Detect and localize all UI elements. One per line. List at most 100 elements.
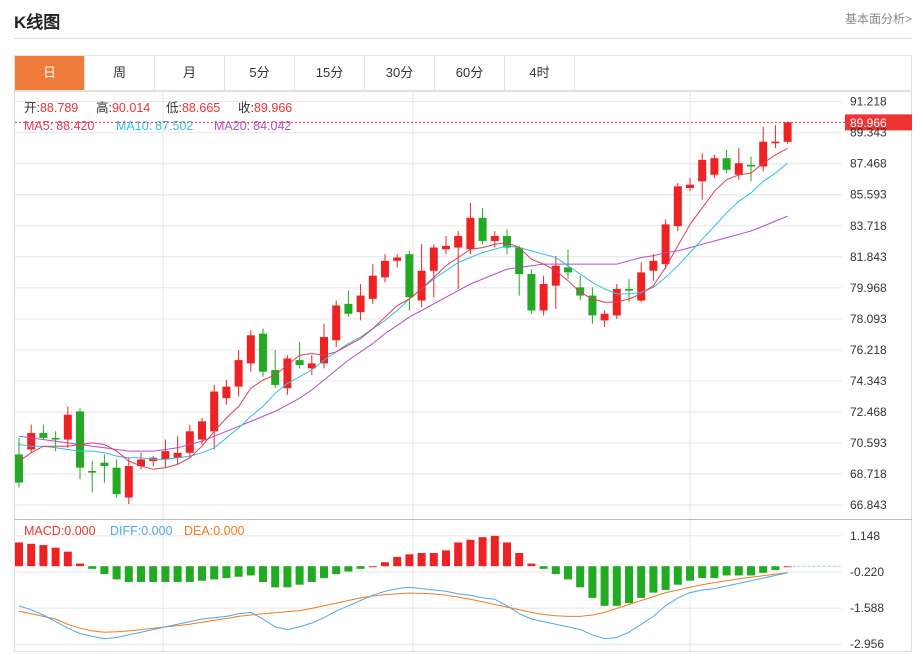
y-tick-label: 78.093 <box>850 312 887 326</box>
candle-body <box>759 141 768 167</box>
macd-tick-label: -0.220 <box>850 565 884 579</box>
macd-bar <box>393 556 402 567</box>
candle-body <box>527 274 536 311</box>
macd-bar <box>332 566 341 575</box>
macd-bar <box>405 554 414 567</box>
candle-body <box>100 462 109 467</box>
svg-text:MA5:88.420: MA5: 88.420 <box>24 119 94 133</box>
candle-body <box>661 224 670 265</box>
candle-body <box>600 313 609 321</box>
macd-bar <box>600 566 609 606</box>
macd-bar <box>124 566 133 583</box>
tab-15min[interactable]: 15分 <box>295 56 365 90</box>
low-value: 88.665 <box>182 101 220 115</box>
y-tick-label: 81.843 <box>850 250 887 264</box>
candle-body <box>332 305 341 341</box>
tab-60min[interactable]: 60分 <box>435 56 505 90</box>
close-label: 收: <box>238 101 254 115</box>
candle-body <box>198 421 206 440</box>
y-tick-label: 74.343 <box>850 374 887 388</box>
tab-month[interactable]: 月 <box>155 56 225 90</box>
candle-body <box>76 411 84 468</box>
candle-body <box>88 471 97 473</box>
candle-body <box>295 360 304 366</box>
dea-line <box>18 572 788 633</box>
last-price-label: 89.966 <box>850 116 887 130</box>
macd-bar <box>15 542 23 567</box>
svg-text:MA20:84.042: MA20: 84.042 <box>214 119 291 133</box>
macd-bar <box>734 566 743 576</box>
macd-bar <box>564 566 572 580</box>
macd-bar <box>320 566 328 579</box>
candle-body <box>564 267 572 273</box>
macd-bar <box>344 566 353 572</box>
candle-body <box>259 333 267 372</box>
macd-legend: MACD:0.000 DIFF:0.000 DEA:0.000 <box>24 524 245 538</box>
macd-bar <box>161 566 170 583</box>
diff-label: DIFF: <box>110 524 141 538</box>
tab-4hour[interactable]: 4时 <box>505 56 575 90</box>
macd-bar <box>198 566 206 581</box>
tab-week[interactable]: 周 <box>85 56 155 90</box>
candle-body <box>356 295 365 313</box>
candle-body <box>405 254 414 298</box>
candle-body <box>368 275 377 299</box>
macd-bar <box>759 566 768 573</box>
candle-body <box>466 217 475 250</box>
macd-tick-label: -1.588 <box>850 601 884 615</box>
y-tick-label: 79.968 <box>850 281 887 295</box>
page-title: K线图 <box>14 13 61 32</box>
candle-body <box>637 272 646 301</box>
macd-tick-label: -2.956 <box>850 637 884 651</box>
high-value: 90.014 <box>112 101 150 115</box>
candle-body <box>210 391 219 432</box>
candle-body <box>124 466 133 498</box>
macd-bar <box>173 566 182 583</box>
candle-body <box>51 437 60 440</box>
macd-bar <box>771 566 780 571</box>
macd-bar <box>625 566 633 604</box>
macd-bar <box>137 566 145 583</box>
high-label: 高: <box>96 100 112 115</box>
candle-body <box>320 336 328 364</box>
candle-body <box>649 260 658 271</box>
tab-day[interactable]: 日 <box>15 56 85 90</box>
price-axis: 91.218 89.343 87.468 85.593 83.718 81.843 79.9… <box>850 95 887 512</box>
candles-layer <box>15 121 792 505</box>
svg-text:MACD:0.000: MACD:0.000 <box>24 524 96 538</box>
tab-30min[interactable]: 30分 <box>365 56 435 90</box>
macd-bar <box>722 566 731 576</box>
macd-bar <box>283 566 292 588</box>
low-label: 低: <box>166 101 182 115</box>
ma20-line <box>18 215 788 452</box>
y-tick-label: 70.593 <box>850 436 887 450</box>
fundamental-analysis-link[interactable]: 基本面分析> <box>844 12 912 26</box>
macd-bar <box>747 566 755 576</box>
y-tick-label: 83.718 <box>850 219 887 233</box>
svg-text:DEA:0.000: DEA:0.000 <box>184 524 245 538</box>
chart-frame <box>14 91 912 652</box>
ma5-label: MA5: <box>24 119 53 133</box>
svg-text:高:90.014: 高:90.014 <box>96 100 150 115</box>
ma20-value: 84.042 <box>253 119 291 133</box>
macd-bar <box>576 566 585 588</box>
ma-legend: MA5: 88.420 MA10: 87.502 MA20: 84.042 <box>24 119 291 133</box>
macd-bar <box>551 566 560 575</box>
chart-grid <box>15 92 842 652</box>
candle-body <box>246 335 255 364</box>
macd-bar <box>478 537 487 567</box>
page-header: K线图 基本面分析> <box>14 0 912 39</box>
ma10-value: 87.502 <box>155 119 193 133</box>
ma10-line <box>18 162 788 460</box>
macd-bar <box>76 563 84 567</box>
svg-text:DIFF:0.000: DIFF:0.000 <box>110 524 173 538</box>
macd-tick-label: 1.148 <box>850 529 880 543</box>
open-value: 88.789 <box>40 101 78 115</box>
macd-bar <box>527 563 536 567</box>
macd-bar <box>112 566 121 580</box>
macd-bar <box>271 566 280 588</box>
macd-bar <box>710 566 719 579</box>
diff-line <box>18 572 788 640</box>
tab-5min[interactable]: 5分 <box>225 56 295 90</box>
